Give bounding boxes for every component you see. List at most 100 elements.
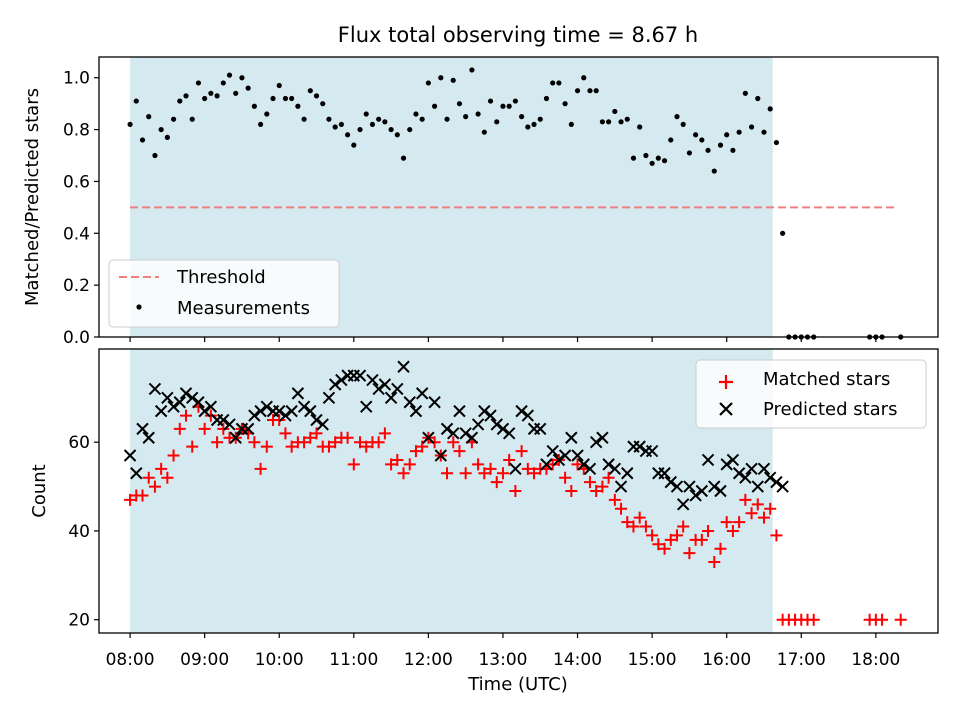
predicted-star-point [776, 480, 789, 493]
matched-star-point [148, 480, 161, 493]
measurement-point [133, 98, 139, 104]
predicted-star-point [204, 400, 218, 413]
predicted-star-point [732, 467, 746, 480]
x-axis-label: Time (UTC) [467, 674, 568, 695]
matched-star-point [248, 436, 261, 449]
predicted-star-point [223, 418, 236, 431]
measurement-point [313, 93, 320, 99]
predicted-star-point [173, 396, 187, 409]
measurement-point [382, 119, 388, 125]
x-tick-label: 18:00 [851, 650, 900, 670]
predicted-star-point [254, 404, 267, 418]
matched-star-point [708, 556, 721, 568]
matched-star-point [596, 480, 609, 493]
measurement-point [748, 124, 755, 130]
measurement-point [301, 116, 307, 122]
measurement-point [705, 147, 711, 153]
matched-star-point [739, 493, 752, 506]
matched-star-point [608, 493, 621, 506]
matched-star-point [204, 409, 217, 422]
matched-star-point [447, 436, 460, 449]
predicted-star-point [478, 404, 491, 418]
predicted-star-point [440, 422, 454, 436]
measurement-point [432, 103, 438, 109]
predicted-star-point [248, 409, 261, 422]
predicted-star-point [502, 427, 516, 440]
ratio-y-tick-label: 0.0 [63, 328, 90, 348]
matched-star-point [726, 524, 739, 537]
measurement-point [438, 75, 444, 81]
x-tick-label: 11:00 [329, 650, 378, 670]
matched-star-point [186, 440, 199, 453]
measurement-point [307, 88, 313, 94]
measurement-point [233, 90, 239, 96]
matched-star-point [658, 542, 671, 555]
legend-predicted-label: Predicted stars [763, 399, 897, 420]
measurement-point [537, 116, 543, 122]
counts-plot-marks [123, 360, 907, 626]
matched-star-point [496, 467, 509, 480]
ratio-y-axis-label: Matched/Predicted stars [22, 88, 43, 306]
predicted-star-point [708, 480, 721, 493]
counts-y-tick-label: 60 [68, 433, 90, 453]
predicted-star-point [701, 453, 715, 467]
matched-star-point [670, 529, 683, 542]
measurement-point [394, 132, 400, 138]
measurement-point [214, 93, 220, 99]
predicted-star-point [328, 378, 342, 391]
predicted-star-point [471, 418, 485, 431]
matched-star-point [571, 458, 584, 471]
measurement-point [407, 126, 413, 133]
matched-star-point [142, 471, 155, 484]
matched-star-point [633, 511, 646, 524]
matched-star-point [354, 436, 367, 449]
predicted-star-point [608, 462, 622, 476]
predicted-star-point [496, 422, 510, 436]
measurement-point [730, 147, 736, 153]
measurement-point [264, 111, 270, 117]
predicted-star-point [322, 391, 336, 405]
matched-star-point [173, 422, 186, 435]
matched-star-point [403, 458, 416, 471]
x-tick-label: 08:00 [106, 650, 155, 670]
measurement-point [742, 90, 748, 96]
matched-star-point [652, 538, 665, 551]
predicted-star-point [161, 391, 174, 405]
matched-star-point [397, 467, 410, 480]
measurement-point [519, 114, 525, 120]
measurement-point [500, 103, 506, 109]
observing-window-band [130, 349, 773, 633]
measurement-point [419, 116, 425, 122]
matched-star-point [378, 427, 391, 440]
ratio-y-tick-label: 0.8 [63, 121, 90, 141]
predicted-star-point [714, 484, 727, 498]
predicted-star-point [770, 475, 783, 489]
measurement-point [425, 80, 431, 86]
measurement-point [388, 126, 394, 133]
measurement-point [170, 116, 177, 122]
matched-star-point [322, 440, 335, 453]
measurement-point [717, 142, 724, 148]
matched-star-point [180, 409, 193, 422]
predicted-star-point [130, 467, 143, 480]
ratio-plot-marks [127, 67, 904, 340]
matched-star-point [136, 489, 149, 502]
measurement-point [127, 121, 133, 128]
measurement-point [376, 116, 382, 122]
predicted-star-point [633, 440, 646, 453]
matched-star-point [459, 467, 472, 480]
measurement-point [512, 98, 518, 104]
predicted-star-point [291, 387, 305, 400]
predicted-star-point [739, 471, 752, 484]
predicted-star-point [409, 404, 423, 418]
predicted-star-point [552, 453, 566, 467]
predicted-star-point [763, 471, 777, 484]
x-tick-label: 17:00 [777, 650, 826, 670]
predicted-star-point [186, 391, 199, 405]
matched-star-point [720, 516, 733, 529]
ratio-y-tick-label: 1.0 [63, 69, 90, 89]
legend-threshold-label: Threshold [176, 267, 266, 288]
measurement-point [593, 88, 599, 94]
predicted-star-point [384, 391, 398, 405]
measurement-point [624, 116, 630, 122]
